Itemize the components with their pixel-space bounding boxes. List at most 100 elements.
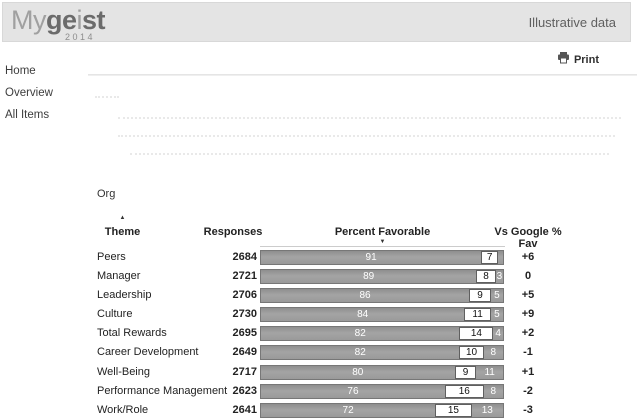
bar-scale-line xyxy=(260,246,505,247)
print-button[interactable]: Print xyxy=(557,52,599,67)
table-row: Well-Being 2717 80 9 11 +1 xyxy=(0,363,637,382)
vs-google-value: 0 xyxy=(524,270,532,283)
responses-value: 2641 xyxy=(232,403,257,416)
vs-google-value: +6 xyxy=(521,251,535,263)
theme-label: Total Rewards xyxy=(97,327,167,340)
print-label: Print xyxy=(573,53,599,66)
favorability-bar: 80 9 11 xyxy=(260,364,504,380)
table-row: Culture 2730 84 11 5 +9 xyxy=(0,305,637,324)
table-row: Total Rewards 2695 82 14 4 +2 xyxy=(0,324,637,343)
theme-label: Performance Management xyxy=(97,384,228,397)
favorable-segment: 82 xyxy=(261,346,460,360)
responses-value: 2717 xyxy=(232,365,257,378)
unfavorable-segment: 13 xyxy=(471,403,503,417)
responses-value: 2695 xyxy=(232,327,257,340)
vs-google-value: -3 xyxy=(523,403,533,416)
unfavorable-segment: 5 xyxy=(490,289,503,303)
printer-icon xyxy=(557,52,570,67)
sidebar-item-all-items[interactable]: All Items xyxy=(5,109,50,121)
favorable-segment: 72 xyxy=(261,403,436,417)
column-header-percent-favorable[interactable]: Percent Favorable xyxy=(334,226,431,238)
unfavorable-segment: 8 xyxy=(483,384,503,398)
sort-asc-icon[interactable]: ▲ xyxy=(119,215,126,221)
responses-value: 2706 xyxy=(232,289,257,302)
redacted-row xyxy=(130,153,609,155)
header-divider xyxy=(88,74,637,76)
neutral-segment: 9 xyxy=(469,289,491,303)
favorability-bar: 82 14 4 xyxy=(260,326,504,342)
favorability-bar: 76 16 8 xyxy=(260,383,504,399)
redacted-row xyxy=(118,135,615,137)
responses-value: 2721 xyxy=(232,270,257,283)
favorability-bar: 91 7 xyxy=(260,250,504,265)
vs-google-value: +2 xyxy=(521,327,535,340)
theme-label: Manager xyxy=(97,270,141,283)
favorability-bar: 82 10 8 xyxy=(260,345,504,361)
sidebar-item-overview[interactable]: Overview xyxy=(5,87,53,99)
responses-value: 2649 xyxy=(232,346,257,359)
favorability-bar: 86 9 5 xyxy=(260,288,504,304)
theme-label: Leadership xyxy=(97,289,152,302)
neutral-segment: 10 xyxy=(459,346,484,360)
app-logo: Mygeist xyxy=(11,4,106,36)
vs-google-value: +9 xyxy=(521,308,535,321)
responses-value: 2730 xyxy=(232,308,257,321)
theme-label: Culture xyxy=(97,308,133,321)
table-body: Peers 2684 91 7 +6 Manager 2721 89 8 3 0… xyxy=(0,248,637,420)
table-row: Work/Role 2641 72 15 13 -3 xyxy=(0,401,637,420)
vs-google-value: -2 xyxy=(523,384,533,397)
logo-part: My xyxy=(11,5,47,35)
table-row: Manager 2721 89 8 3 0 xyxy=(0,267,637,286)
responses-value: 2623 xyxy=(232,384,257,397)
neutral-segment: 14 xyxy=(459,327,494,341)
unfavorable-segment: 5 xyxy=(490,308,503,322)
unfavorable-segment: 4 xyxy=(493,327,503,341)
favorable-segment: 82 xyxy=(261,327,460,341)
favorability-bar: 89 8 3 xyxy=(260,269,504,285)
responses-value: 2684 xyxy=(232,251,257,263)
neutral-segment: 9 xyxy=(454,365,477,379)
sidebar-item-home[interactable]: Home xyxy=(5,65,36,77)
theme-label: Career Development xyxy=(97,346,199,359)
neutral-segment: 15 xyxy=(435,403,472,417)
sort-desc-icon[interactable]: ▼ xyxy=(379,239,386,245)
redacted-row xyxy=(118,117,621,119)
redacted-text xyxy=(95,96,119,98)
neutral-segment: 8 xyxy=(476,270,496,284)
table-row: Career Development 2649 82 10 8 -1 xyxy=(0,343,637,362)
logo-part: st xyxy=(82,5,106,35)
column-header-theme[interactable]: Theme xyxy=(104,226,141,238)
vs-google-value: +1 xyxy=(521,365,535,378)
favorable-segment: 89 xyxy=(261,270,477,284)
favorability-bar: 72 15 13 xyxy=(260,402,504,418)
favorable-segment: 76 xyxy=(261,384,445,398)
table-row: Peers 2684 91 7 +6 xyxy=(0,248,637,267)
unfavorable-segment xyxy=(498,251,503,264)
unfavorable-segment: 11 xyxy=(476,365,503,379)
theme-label: Peers xyxy=(97,251,126,263)
logo-part: i xyxy=(76,5,83,35)
unfavorable-segment: 8 xyxy=(483,346,503,360)
column-header-vs-google[interactable]: Vs Google % Fav xyxy=(494,226,562,250)
favorability-bar: 84 11 5 xyxy=(260,307,504,323)
table-row: Leadership 2706 86 9 5 +5 xyxy=(0,286,637,305)
favorable-segment: 80 xyxy=(261,365,455,379)
unfavorable-segment: 3 xyxy=(495,270,503,284)
app-header: Mygeist 2014 Illustrative data xyxy=(2,2,631,42)
group-label: Org xyxy=(97,188,116,200)
table-row: Performance Management 2623 76 16 8 -2 xyxy=(0,382,637,401)
favorable-segment: 84 xyxy=(261,308,465,322)
column-header-responses[interactable]: Responses xyxy=(203,226,263,238)
logo-part: ge xyxy=(46,5,77,35)
vs-google-value: +5 xyxy=(521,289,535,302)
favorable-segment: 91 xyxy=(261,251,482,264)
favorable-segment: 86 xyxy=(261,289,470,303)
neutral-segment: 16 xyxy=(444,384,484,398)
vs-google-value: -1 xyxy=(523,346,533,359)
neutral-segment: 11 xyxy=(464,308,491,322)
theme-label: Well-Being xyxy=(97,365,150,378)
logo-year: 2014 xyxy=(65,32,96,42)
neutral-segment: 7 xyxy=(481,251,499,264)
illustrative-data-label: Illustrative data xyxy=(528,15,616,30)
